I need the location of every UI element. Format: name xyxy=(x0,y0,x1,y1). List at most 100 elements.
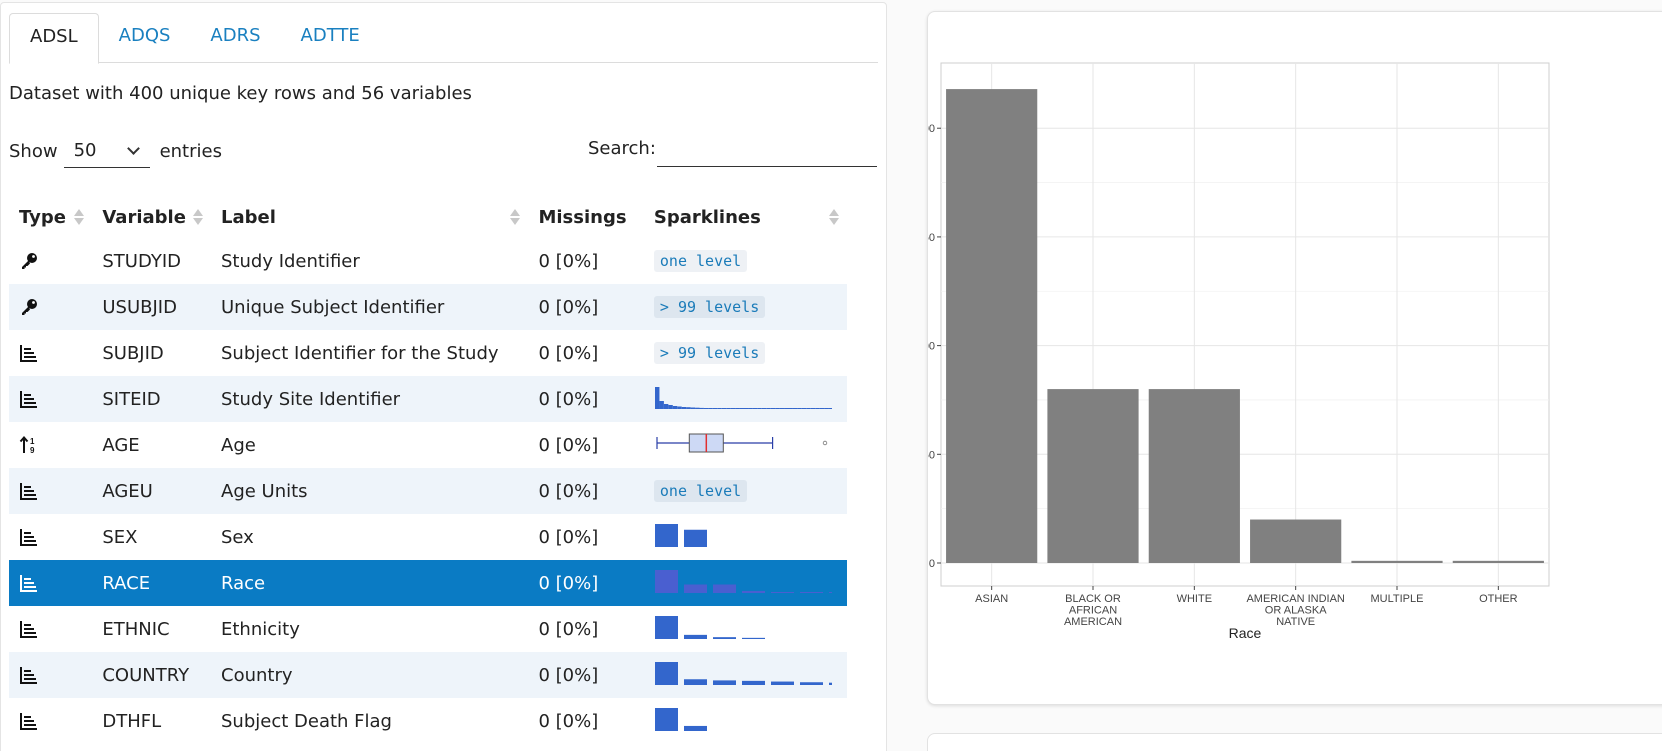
sparkline-chart xyxy=(654,569,881,593)
type-cell xyxy=(9,376,93,422)
column-header-variable[interactable]: Variable xyxy=(92,196,211,238)
sparkline-chart xyxy=(654,523,707,547)
show-label: Show xyxy=(9,140,58,162)
sparkline-bar xyxy=(810,407,816,409)
bar xyxy=(1250,519,1342,563)
sparkline-bar xyxy=(683,634,707,639)
sparkline-bar xyxy=(761,407,767,409)
y-tick-label: 0 xyxy=(929,558,935,570)
length-control: Show 50 entries xyxy=(9,134,222,168)
sparkline-bar xyxy=(663,403,669,409)
table-row[interactable]: ETHNIC Ethnicity 0 [0%] xyxy=(9,606,847,652)
variable-cell: RACE xyxy=(92,560,211,606)
x-axis-label: Race xyxy=(1229,625,1262,641)
sparkline-bar xyxy=(708,407,713,409)
sparkline-bar xyxy=(757,407,762,409)
sparkline-cell xyxy=(643,560,881,606)
sparkline-bar xyxy=(686,406,691,409)
sparkline-bar xyxy=(683,725,707,731)
tab-adqs[interactable]: ADQS xyxy=(118,25,171,46)
sparkline-bar xyxy=(712,407,718,409)
column-header-missings[interactable]: Missings xyxy=(528,196,643,238)
plot-card: 050100150200ASIANBLACK ORAFRICANAMERICAN… xyxy=(890,11,1662,705)
table-row[interactable]: STUDYID Study Identifier 0 [0%] one level xyxy=(9,238,847,284)
bar-chart-icon xyxy=(19,527,92,547)
type-cell xyxy=(9,652,93,698)
x-tick-label: NATIVE xyxy=(1276,616,1315,628)
missings-cell: 0 [0%] xyxy=(538,710,599,732)
variable-cell: USUBJID xyxy=(92,284,211,330)
x-tick-label: MULTIPLE xyxy=(1371,593,1424,605)
table-row[interactable]: SEX Sex 0 [0%] xyxy=(9,514,847,560)
entries-select[interactable]: 50 xyxy=(63,134,150,168)
missings-cell: 0 [0%] xyxy=(528,560,644,606)
levels-badge: > 99 levels xyxy=(653,342,766,364)
tab-adrs[interactable]: ADRS xyxy=(210,25,261,46)
label-cell: Unique Subject Identifier xyxy=(211,284,529,330)
sparkline-cell: > 99 levels xyxy=(644,330,847,376)
search-input[interactable] xyxy=(657,133,877,167)
sparkline-bar xyxy=(766,407,771,409)
tab-adtte[interactable]: ADTTE xyxy=(300,25,360,46)
dataset-tabs: ADSL ADQS ADRS ADTTE xyxy=(9,13,878,64)
sparkline-bar xyxy=(828,591,852,593)
sparkline-bar xyxy=(683,529,707,547)
sparkline-bar xyxy=(775,407,780,409)
sparkline-bar xyxy=(799,591,823,593)
y-tick-label: 100 xyxy=(928,341,935,353)
box-outlier xyxy=(822,440,828,445)
sparkline-bar xyxy=(694,407,700,409)
variable-cell: AGE xyxy=(102,434,140,456)
table-row[interactable]: RACE Race 0 [0%] xyxy=(9,560,881,606)
sparkline-chart xyxy=(656,433,828,452)
table-row[interactable]: DTHFL Subject Death Flag 0 [0%] xyxy=(9,698,847,744)
missings-cell: 0 [0%] xyxy=(538,618,599,640)
sparkline-bar xyxy=(797,407,802,409)
levels-badge: one level xyxy=(653,480,748,502)
sparkline-chart xyxy=(654,615,765,639)
sparkline-bar xyxy=(659,400,664,409)
tab-adsl[interactable]: ADSL xyxy=(9,13,99,64)
plot-panel xyxy=(940,62,1550,587)
table-row[interactable]: COUNTRY Country 0 [0%] xyxy=(9,652,939,698)
type-cell xyxy=(9,560,93,606)
x-tick-label: AFRICAN xyxy=(1069,605,1117,617)
table-row[interactable]: SUBJID Subject Identifier for the Study 0 … xyxy=(9,330,847,376)
type-cell xyxy=(9,698,92,744)
sparkline-bar xyxy=(654,386,660,409)
column-header-label[interactable]: Label xyxy=(211,196,528,238)
secondary-card xyxy=(927,733,1662,751)
sparkline-bar xyxy=(672,405,678,409)
column-header-sparklines[interactable]: Sparklines xyxy=(644,196,847,238)
type-cell xyxy=(9,606,92,652)
type-cell xyxy=(9,468,93,514)
sort-icon xyxy=(193,209,203,225)
missings-cell: 0 [0%] xyxy=(538,526,599,548)
column-header-label: Variable xyxy=(102,206,186,228)
table-row[interactable]: SITEID Study Site Identifier 0 [0%] xyxy=(9,376,847,422)
sort-icon xyxy=(74,209,85,225)
sparkline-cell xyxy=(644,514,847,560)
table-row[interactable]: USUBJID Unique Subject Identifier 0 [0%] > … xyxy=(9,284,847,330)
table-row[interactable]: 1 9 AGE Age 0 [0%] xyxy=(9,422,847,468)
sort-icon xyxy=(829,209,839,225)
sparkline-bar xyxy=(721,407,727,409)
sparkline-bar xyxy=(654,707,678,731)
missings-cell: 0 [0%] xyxy=(538,342,599,364)
sparkline-bar xyxy=(677,406,682,409)
key-icon xyxy=(19,297,92,317)
column-header-type[interactable]: Type xyxy=(9,196,92,238)
levels-badge: one level xyxy=(653,250,748,272)
table-row[interactable]: AGEU Age Units 0 [0%] one level xyxy=(9,468,847,514)
missings-cell: 0 [0%] xyxy=(528,284,644,330)
dataset-summary: Dataset with 400 unique key rows and 56 … xyxy=(9,83,472,104)
label-cell: Age Units xyxy=(211,468,529,514)
key-icon xyxy=(19,251,92,271)
dataset-panel: ADSL ADQS ADRS ADTTE Dataset with 400 un… xyxy=(0,2,939,751)
sort-icon xyxy=(510,209,521,225)
sparkline-bar xyxy=(788,407,793,409)
missings-cell: 0 [0%] xyxy=(538,250,599,272)
sparkline-cell: > 99 levels xyxy=(643,284,847,330)
sparkline-bar xyxy=(779,407,784,409)
table-header: Type Variable Label Missings Sparklines xyxy=(9,196,847,238)
